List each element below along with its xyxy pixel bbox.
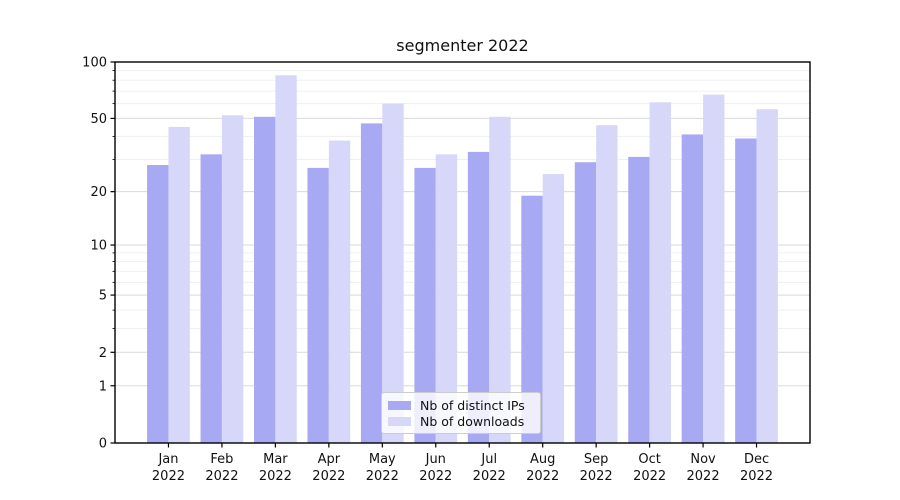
legend-swatch-downloads <box>388 416 411 426</box>
bar-distinct-ips <box>735 138 757 443</box>
chart-title: segmenter 2022 <box>396 36 529 55</box>
x-tick-label: Apr 2022 <box>312 452 345 484</box>
bar-downloads <box>596 125 618 443</box>
bar-distinct-ips <box>147 165 169 443</box>
bar-downloads <box>542 174 565 443</box>
bar-downloads <box>168 126 190 444</box>
x-tick-label: Dec 2022 <box>740 452 773 484</box>
x-tick-label: May 2022 <box>366 452 399 484</box>
bar-downloads <box>435 154 458 443</box>
bar-distinct-ips <box>521 195 543 443</box>
x-tick-label: Sep 2022 <box>580 452 613 484</box>
bar-downloads <box>328 140 351 444</box>
legend-item-distinct-ips: Nb of distinct IPs <box>388 398 532 413</box>
y-tick-label: 5 <box>99 289 107 304</box>
bar-distinct-ips <box>254 116 276 444</box>
bar-downloads <box>756 109 778 443</box>
x-tick-label: Oct 2022 <box>633 452 666 484</box>
y-tick-label: 0 <box>99 437 107 452</box>
bar-distinct-ips <box>574 162 597 443</box>
bar-downloads <box>703 94 725 444</box>
legend-label-distinct-ips: Nb of distinct IPs <box>420 397 525 413</box>
y-tick-label: 10 <box>90 239 107 254</box>
x-tick-label: Nov 2022 <box>687 452 720 484</box>
bar-distinct-ips <box>628 156 650 443</box>
x-tick-label: Jul 2022 <box>473 452 506 484</box>
bar-downloads <box>489 116 511 444</box>
legend-label-downloads: Nb of downloads <box>420 413 525 429</box>
x-tick-label: Feb 2022 <box>205 452 238 484</box>
y-tick-label: 1 <box>99 379 107 394</box>
bar-distinct-ips <box>200 154 222 443</box>
legend-item-downloads: Nb of downloads <box>388 414 532 429</box>
axes-frame <box>114 61 811 444</box>
bar-downloads <box>221 115 244 444</box>
legend: Nb of distinct IPs Nb of downloads <box>381 392 541 434</box>
x-tick-label: Aug 2022 <box>526 452 559 484</box>
bar-downloads <box>649 102 671 444</box>
bar-distinct-ips <box>467 151 490 444</box>
x-tick-label: Jan 2022 <box>152 452 185 484</box>
bar-distinct-ips <box>681 134 704 443</box>
legend-swatch-distinct-ips <box>388 400 411 410</box>
y-tick-label: 100 <box>82 56 107 71</box>
bar-downloads <box>382 103 404 444</box>
y-tick-label: 50 <box>90 112 107 127</box>
y-tick-label: 2 <box>99 346 107 361</box>
y-tick-label: 20 <box>90 185 107 200</box>
x-tick-label: Mar 2022 <box>259 452 292 484</box>
bar-distinct-ips <box>360 123 383 444</box>
x-tick-label: Jun 2022 <box>419 452 452 484</box>
bar-distinct-ips <box>414 167 436 444</box>
bar-distinct-ips <box>307 167 329 444</box>
bar-downloads <box>275 75 297 444</box>
